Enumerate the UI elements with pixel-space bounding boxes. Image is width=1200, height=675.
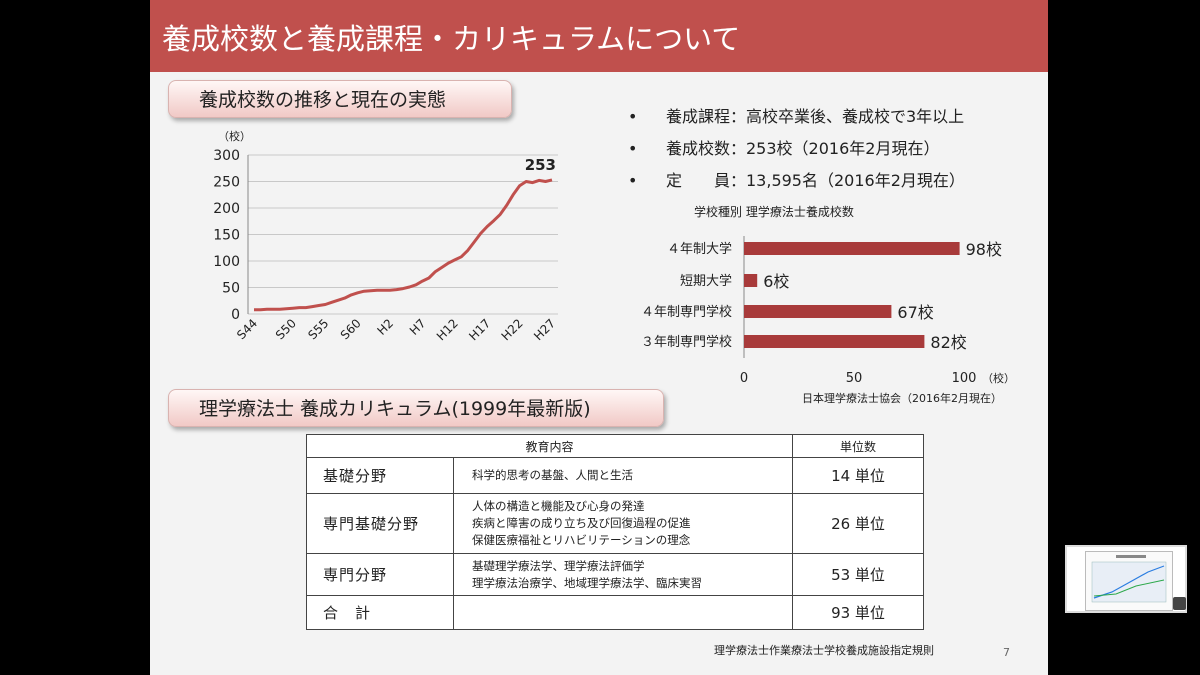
content-line: 人体の構造と機能及び心身の発達 [472, 499, 645, 513]
slide: 養成校数と養成課程・カリキュラムについて 養成校数の推移と現在の実態 0 50 10… [150, 0, 1048, 675]
table-row: 基礎分野 科学的思考の基盤、人間と生活 14 単位 [306, 457, 924, 494]
bar-category-label: ３年制専門学校 [641, 334, 732, 350]
slide-thumbnail[interactable] [1065, 545, 1187, 613]
bar [744, 305, 892, 318]
x-tick-label: H22 [499, 316, 526, 343]
info-text: 養成校数：253校（2016年2月現在） [666, 139, 940, 158]
title-bar: 養成校数と養成課程・カリキュラムについて [150, 0, 1048, 72]
x-tick-label: 100 [952, 371, 977, 386]
x-tick-label: H12 [434, 316, 461, 343]
content-line: 科学的思考の基盤、人間と生活 [472, 468, 633, 482]
info-text: 定 員：13,595名（2016年2月現在） [666, 171, 965, 190]
content-line: 基礎理学療法学、理学療法評価学 [472, 558, 645, 573]
y-tick-label: 200 [213, 201, 240, 217]
header-units: 単位数 [792, 434, 924, 458]
table-row: 専門分野 基礎理学療法学、理学療法評価学 理学療法治療学、地域理学療法学、臨床実… [306, 553, 924, 596]
bar [744, 274, 758, 287]
curriculum-source: 理学療法士作業療法士学校養成施設指定規則 [714, 644, 934, 657]
field-cell: 専門分野 [306, 553, 454, 596]
content-cell: 人体の構造と機能及び心身の発達 疾病と障害の成り立ち及び回復過程の促進 保健医療… [453, 493, 793, 554]
bar-value-label: 82校 [930, 333, 966, 352]
x-tick-label: H27 [531, 316, 558, 343]
x-tick-label: S50 [273, 316, 299, 342]
slide-title: 養成校数と養成課程・カリキュラムについて [162, 22, 741, 56]
info-item-schools: • 養成校数：253校（2016年2月現在） [628, 135, 939, 159]
bullet: • [628, 171, 638, 190]
thumbnail-graphic [1091, 555, 1167, 603]
units-cell: 93 単位 [792, 595, 924, 630]
content-cell: 基礎理学療法学、理学療法評価学 理学療法治療学、地域理学療法学、臨床実習 [453, 553, 793, 596]
bullet: • [628, 107, 638, 126]
bar-chart-title: 学校種別 理学療法士養成校数 [694, 204, 854, 219]
section-label-schools: 養成校数の推移と現在の実態 [168, 80, 512, 118]
bar [744, 242, 960, 255]
x-tick-label: 50 [846, 371, 863, 386]
content-line: 理学療法治療学、地域理学療法学、臨床実習 [472, 575, 702, 590]
table-header-row: 教育内容 単位数 [306, 434, 924, 458]
x-tick-label: H7 [407, 316, 429, 338]
thumbnail-scroll-icon[interactable] [1173, 597, 1186, 610]
x-unit-label: （校） [982, 371, 1015, 385]
y-tick-label: 0 [231, 307, 240, 323]
field-cell: 基礎分野 [306, 457, 454, 494]
bar-category-label: ４年制大学 [667, 241, 732, 257]
bullet: • [628, 139, 638, 158]
header-content: 教育内容 [306, 434, 793, 458]
table-row: 合 計 93 単位 [306, 595, 924, 630]
info-item-course: • 養成課程：高校卒業後、養成校で3年以上 [628, 103, 964, 127]
bar [744, 335, 925, 348]
bar-value-label: 6校 [763, 272, 789, 291]
school-count-line [254, 178, 553, 312]
info-text: 養成課程：高校卒業後、養成校で3年以上 [666, 107, 965, 126]
y-tick-label: 100 [213, 254, 240, 270]
content-cell: 科学的思考の基盤、人間と生活 [453, 457, 793, 494]
content-line: 保健医療福祉とリハビリテーションの理念 [472, 533, 691, 547]
bar-category-label: ４年制専門学校 [641, 304, 732, 320]
field-cell: 合 計 [306, 595, 454, 630]
content-line: 疾病と障害の成り立ち及び回復過程の促進 [472, 516, 691, 530]
x-tick-label: S55 [305, 316, 331, 342]
page-number: 7 [1003, 646, 1010, 659]
y-tick-label: 50 [222, 281, 240, 297]
x-tick-label: H2 [374, 316, 396, 338]
units-cell: 14 単位 [792, 457, 924, 494]
y-tick-label: 300 [213, 148, 240, 164]
units-cell: 53 単位 [792, 553, 924, 596]
table-row: 専門基礎分野 人体の構造と機能及び心身の発達 疾病と障害の成り立ち及び回復過程の… [306, 493, 924, 554]
x-tick-label: 0 [740, 371, 748, 386]
x-tick-label: S60 [338, 316, 364, 342]
units-cell: 26 単位 [792, 493, 924, 554]
field-cell: 専門基礎分野 [306, 493, 454, 554]
y-unit-label: （校） [218, 129, 251, 143]
thumbnail-preview [1085, 551, 1173, 611]
end-value-label: 253 [525, 156, 556, 174]
x-tick-label: H17 [466, 316, 493, 343]
y-tick-label: 150 [213, 228, 240, 244]
content-cell [453, 595, 793, 630]
curriculum-table: 教育内容 単位数 基礎分野 科学的思考の基盤、人間と生活 14 単位 専門基礎分… [306, 434, 924, 630]
info-item-capacity: • 定 員：13,595名（2016年2月現在） [628, 167, 965, 191]
y-tick-label: 250 [213, 175, 240, 191]
bar-value-label: 67校 [897, 303, 933, 322]
bar-category-label: 短期大学 [680, 273, 732, 289]
section-label-curriculum: 理学療法士 養成カリキュラム(1999年最新版) [168, 389, 664, 427]
bar-chart-source: 日本理学療法士協会（2016年2月現在） [802, 391, 1002, 405]
bar-value-label: 98校 [966, 240, 1002, 259]
